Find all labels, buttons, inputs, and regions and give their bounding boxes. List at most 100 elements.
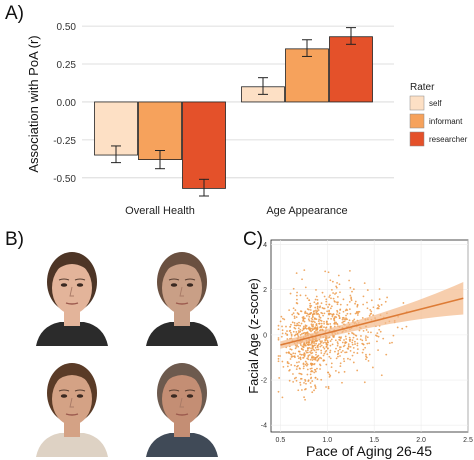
scatter-point (308, 315, 311, 318)
scatter-point (281, 396, 284, 399)
scatter-point (315, 337, 317, 339)
scatter-point (374, 319, 377, 321)
scatter-point (281, 325, 283, 328)
scatter-point (352, 332, 354, 335)
scatter-point (341, 328, 344, 330)
scatter-point (297, 313, 300, 316)
scatter-point (310, 370, 312, 373)
scatter-point (314, 376, 317, 379)
scatter-point (331, 315, 334, 318)
scatter-point (332, 313, 335, 316)
scatter-point (320, 349, 323, 352)
scatter-point (312, 356, 315, 358)
scatter-point (352, 346, 355, 349)
scatter-point (316, 359, 319, 362)
scatter-point (308, 326, 311, 329)
mouth (65, 413, 79, 416)
scatter-point (328, 310, 330, 313)
bar-chart-legend: Rater self informant researcher (409, 82, 468, 147)
scatter-point (339, 365, 342, 368)
scatter-point (314, 376, 317, 379)
scatter-point (298, 361, 300, 363)
scatter-point (346, 325, 348, 328)
scatter-point (295, 379, 298, 382)
scatter-point (341, 318, 344, 321)
scatter-point (351, 341, 354, 344)
scatter-point (293, 377, 296, 380)
scatter-point (310, 367, 313, 370)
scatter-point (346, 326, 349, 329)
right-eye (76, 394, 84, 398)
scatter-point (331, 280, 334, 283)
scatter-point (322, 359, 325, 362)
scatter-point (322, 346, 325, 349)
scatter-point (312, 320, 315, 323)
scatter-point (368, 314, 371, 317)
scatter-point (303, 396, 305, 399)
scatter-point (281, 329, 284, 332)
scatter-point (332, 334, 335, 337)
scatter-point (311, 340, 314, 342)
scatter-point (333, 319, 336, 322)
scatter-point (370, 312, 373, 315)
scatter-point (298, 350, 301, 353)
scatter-point (356, 338, 359, 341)
scatter-point (335, 286, 338, 289)
scatter-point (314, 338, 317, 340)
scatter-point (297, 327, 300, 330)
scatter-point (300, 348, 303, 350)
y-tick-label: -0.25 (53, 136, 76, 147)
scatter-point (316, 328, 319, 331)
scatter-point (365, 358, 367, 361)
scatter-point (318, 322, 321, 325)
scatter-point (314, 317, 316, 320)
scatter-point (362, 329, 365, 332)
scatter-point (315, 328, 318, 330)
scatter-point (362, 348, 365, 351)
scatter-point (326, 310, 329, 313)
scatter-point (316, 327, 318, 330)
scatter-point (328, 313, 330, 316)
scatter-point (364, 346, 367, 349)
scatter-point (299, 340, 302, 342)
scatter-point (304, 324, 307, 327)
scatter-point (311, 340, 314, 343)
scatter-point (347, 332, 350, 335)
scatter-point (306, 357, 309, 360)
scatter-point (346, 347, 349, 350)
scatter-point (299, 357, 302, 359)
scatter-point (357, 310, 360, 313)
scatter-point (330, 305, 333, 308)
scatter-point (337, 349, 340, 352)
bar-chart-error-bars (111, 27, 356, 197)
scatter-point (303, 354, 306, 357)
scatter-point (288, 345, 291, 348)
trend-line (280, 297, 464, 346)
scatter-point (308, 343, 310, 346)
scatter-point (388, 320, 391, 323)
scatter-point (335, 316, 338, 319)
scatter-point (335, 285, 338, 288)
scatter-point (324, 330, 327, 333)
left-brow (168, 389, 180, 392)
scatter-point (314, 357, 316, 359)
scatter-point (299, 339, 302, 342)
scatter-point (303, 269, 306, 272)
scatter-point (366, 289, 369, 291)
scatter-point (339, 355, 341, 357)
scatter-point (318, 315, 321, 318)
scatter-point (333, 329, 336, 332)
scatter-point (318, 363, 321, 366)
scatter-point (315, 318, 318, 321)
scatter-point (289, 358, 292, 360)
scatter-point (311, 316, 314, 319)
scatter-point (320, 322, 323, 325)
scatter-point (361, 351, 364, 354)
scatter-point (356, 305, 359, 308)
scatter-point (312, 348, 315, 351)
scatter-point (364, 318, 367, 321)
scatter-point (321, 328, 324, 331)
scatter-point (277, 324, 280, 327)
scatter-point (355, 323, 358, 325)
scatter-point (277, 390, 280, 393)
